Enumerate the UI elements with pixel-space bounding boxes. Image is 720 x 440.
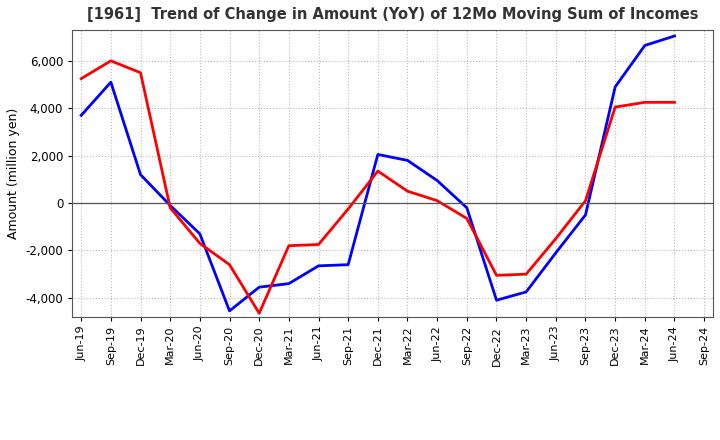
Y-axis label: Amount (million yen): Amount (million yen) [7,108,20,239]
Net Income [462,216,471,221]
Net Income [641,100,649,105]
Ordinary Income [166,203,174,208]
Net Income [77,76,86,81]
Net Income [492,273,501,278]
Net Income [403,189,412,194]
Ordinary Income [314,263,323,268]
Title: [1961]  Trend of Change in Amount (YoY) of 12Mo Moving Sum of Incomes: [1961] Trend of Change in Amount (YoY) o… [87,7,698,22]
Ordinary Income [670,33,679,39]
Net Income [314,242,323,247]
Ordinary Income [344,262,353,268]
Net Income [284,243,293,248]
Net Income [196,241,204,246]
Net Income [670,100,679,105]
Ordinary Income [107,80,115,85]
Ordinary Income [225,308,234,314]
Net Income [374,169,382,174]
Ordinary Income [255,285,264,290]
Net Income [581,198,590,203]
Ordinary Income [641,43,649,48]
Ordinary Income [552,250,560,256]
Line: Net Income: Net Income [81,61,675,313]
Net Income [433,198,441,203]
Net Income [522,271,531,277]
Net Income [611,104,619,110]
Ordinary Income [433,178,441,183]
Net Income [136,70,145,75]
Ordinary Income [492,297,501,303]
Net Income [255,311,264,316]
Ordinary Income [403,158,412,163]
Net Income [552,236,560,241]
Ordinary Income [462,205,471,210]
Ordinary Income [374,152,382,157]
Ordinary Income [581,212,590,217]
Net Income [225,262,234,268]
Ordinary Income [611,84,619,90]
Ordinary Income [196,231,204,236]
Ordinary Income [522,289,531,294]
Ordinary Income [284,281,293,286]
Ordinary Income [136,172,145,177]
Line: Ordinary Income: Ordinary Income [81,36,675,311]
Net Income [166,205,174,210]
Net Income [107,58,115,63]
Net Income [344,206,353,212]
Legend: Ordinary Income, Net Income: Ordinary Income, Net Income [240,436,545,440]
Ordinary Income [77,113,86,118]
